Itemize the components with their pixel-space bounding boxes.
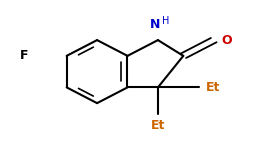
- Text: Et: Et: [150, 119, 165, 132]
- Text: H: H: [161, 16, 169, 26]
- Text: O: O: [220, 34, 231, 47]
- Text: N: N: [150, 18, 160, 31]
- Text: Et: Et: [205, 81, 220, 94]
- Text: F: F: [20, 49, 28, 62]
